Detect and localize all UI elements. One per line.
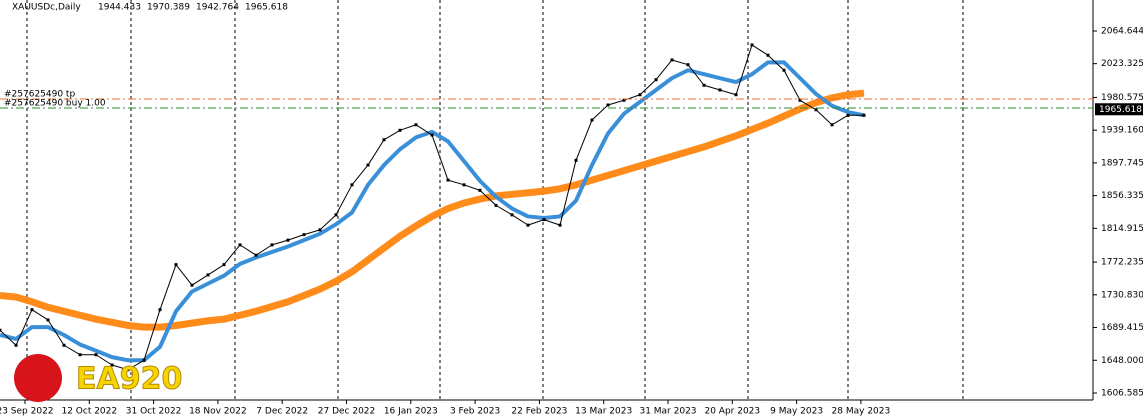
y-tick-label: 1897.745 bbox=[1101, 158, 1143, 168]
y-tick-label: 1730.830 bbox=[1101, 290, 1143, 300]
price-point bbox=[0, 328, 2, 332]
price-point bbox=[718, 88, 722, 92]
price-point bbox=[526, 223, 530, 227]
price-point bbox=[862, 113, 866, 117]
price-point bbox=[158, 308, 162, 312]
price-point bbox=[638, 93, 642, 97]
logo bbox=[14, 354, 62, 402]
price-point bbox=[78, 353, 82, 357]
x-tick-label: 12 Oct 2022 bbox=[61, 407, 117, 417]
x-tick-label: 7 Dec 2022 bbox=[256, 407, 308, 417]
price-point bbox=[14, 343, 18, 347]
price-point bbox=[174, 263, 178, 267]
y-tick-label: 1856.335 bbox=[1101, 191, 1143, 201]
price-point bbox=[206, 273, 210, 277]
price-point bbox=[734, 93, 738, 97]
price-point bbox=[430, 133, 434, 137]
price-point bbox=[254, 253, 258, 257]
price-point bbox=[494, 203, 498, 207]
price-point bbox=[574, 158, 578, 162]
price-point bbox=[766, 53, 770, 57]
y-tick-label: 1980.575 bbox=[1101, 93, 1143, 103]
price-point bbox=[446, 178, 450, 182]
price-point bbox=[830, 123, 834, 127]
price-point bbox=[606, 103, 610, 107]
current-price-box bbox=[1095, 103, 1143, 116]
price-point bbox=[542, 218, 546, 222]
price-point bbox=[110, 363, 114, 367]
ohlc-value: 1944.433 bbox=[98, 3, 141, 13]
price-point bbox=[382, 138, 386, 142]
x-tick-label: 31 Mar 2023 bbox=[639, 407, 696, 417]
current-price-label: 1965.618 bbox=[1099, 105, 1142, 115]
price-point bbox=[590, 118, 594, 122]
price-point bbox=[238, 243, 242, 247]
x-tick-label: 13 Mar 2023 bbox=[575, 407, 632, 417]
y-tick-label: 1814.915 bbox=[1101, 224, 1143, 234]
price-point bbox=[62, 343, 66, 347]
price-point bbox=[46, 318, 50, 322]
y-tick-label: 1648.000 bbox=[1101, 356, 1143, 366]
ohlc-value: 1965.618 bbox=[245, 3, 288, 13]
price-point bbox=[654, 78, 658, 82]
price-point bbox=[30, 308, 34, 312]
x-tick-label: 20 Apr 2023 bbox=[704, 407, 760, 417]
price-point bbox=[798, 98, 802, 102]
price-point bbox=[126, 368, 130, 372]
symbol: XAUUSDc,Daily bbox=[12, 3, 81, 13]
price-point bbox=[334, 213, 338, 217]
x-tick-label: 27 Dec 2022 bbox=[318, 407, 376, 417]
price-point bbox=[142, 358, 146, 362]
price-point bbox=[270, 243, 274, 247]
x-tick-label: 31 Oct 2022 bbox=[126, 407, 182, 417]
order-label: #257625490 tp bbox=[4, 90, 75, 100]
x-tick-label: 9 May 2023 bbox=[770, 407, 823, 417]
price-point bbox=[414, 123, 418, 127]
x-tick-label: 18 Nov 2022 bbox=[189, 407, 247, 417]
price-point bbox=[558, 223, 562, 227]
order-label: #257625490 buy 1.00 bbox=[4, 99, 106, 109]
price-point bbox=[222, 263, 226, 267]
price-point bbox=[190, 283, 194, 287]
x-tick-label: 28 May 2023 bbox=[832, 407, 891, 417]
ohlc-value: 1970.389 bbox=[147, 3, 190, 13]
y-tick-label: 1939.160 bbox=[1101, 126, 1143, 136]
x-tick-label: 3 Feb 2023 bbox=[450, 407, 500, 417]
y-tick-label: 1689.415 bbox=[1101, 323, 1143, 333]
y-tick-label: 2064.644 bbox=[1101, 27, 1143, 37]
y-tick-label: 1606.585 bbox=[1101, 389, 1143, 399]
price-point bbox=[622, 98, 626, 102]
price-point bbox=[302, 233, 306, 237]
price-point bbox=[782, 68, 786, 72]
y-tick-label: 1772.235 bbox=[1101, 258, 1143, 268]
price-point bbox=[814, 108, 818, 112]
price-point bbox=[398, 128, 402, 132]
price-point bbox=[670, 58, 674, 62]
price-point bbox=[318, 228, 322, 232]
price-point bbox=[846, 113, 850, 117]
x-tick-label: 22 Feb 2023 bbox=[511, 407, 567, 417]
price-point bbox=[686, 63, 690, 67]
y-tick-label: 2023.325 bbox=[1101, 59, 1143, 69]
watermark: EA920 bbox=[76, 362, 182, 397]
price-point bbox=[478, 188, 482, 192]
moving-average bbox=[0, 89, 865, 331]
ohlc-value: 1942.764 bbox=[196, 3, 239, 13]
price-point bbox=[702, 83, 706, 87]
price-point bbox=[366, 163, 370, 167]
price-point bbox=[286, 238, 290, 242]
price-point bbox=[462, 183, 466, 187]
price-point bbox=[750, 43, 754, 47]
price-point bbox=[510, 213, 514, 217]
x-tick-label: 23 Sep 2022 bbox=[0, 407, 54, 417]
vertical-grid bbox=[26, 0, 964, 400]
price-point bbox=[94, 353, 98, 357]
price-point bbox=[350, 183, 354, 187]
x-tick-label: 16 Jan 2023 bbox=[384, 407, 438, 417]
